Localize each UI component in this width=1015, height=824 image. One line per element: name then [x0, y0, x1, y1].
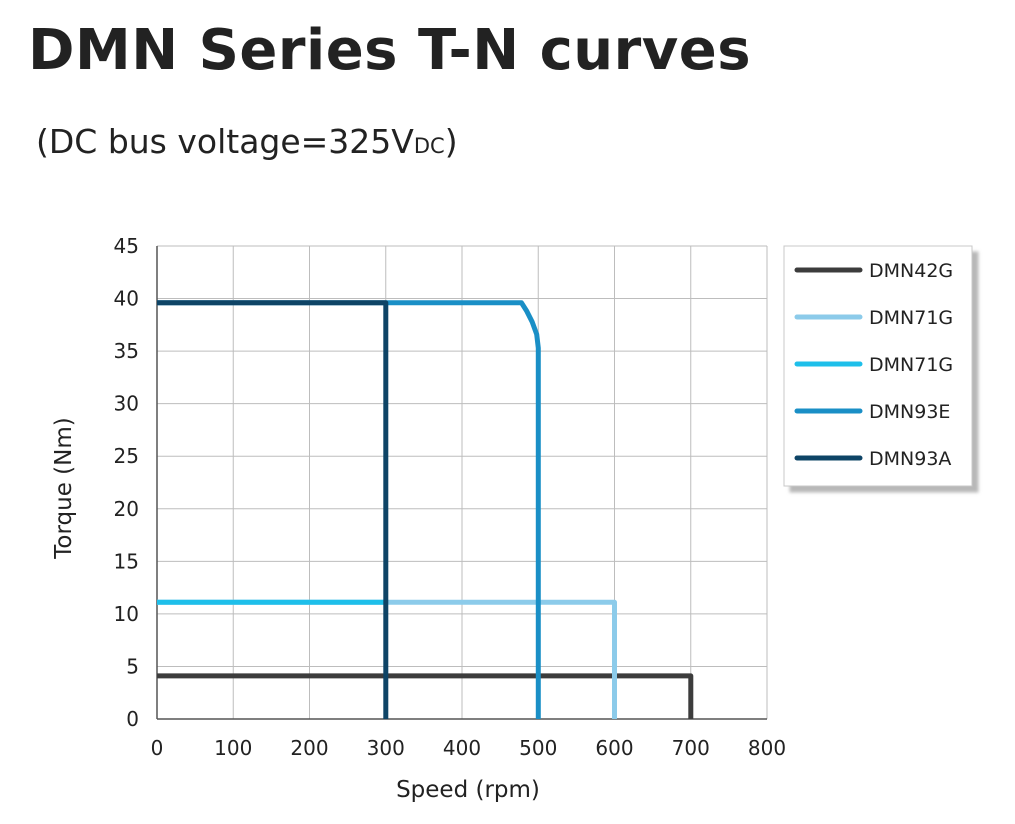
subtitle-subscript: DC	[413, 134, 445, 158]
legend-label-4: DMN93E	[869, 401, 950, 423]
series-line-4	[157, 300, 541, 719]
y-tick-label-40: 40	[114, 287, 139, 311]
chart-subtitle: (DC bus voltage=325VDC)	[36, 122, 458, 161]
y-tick-label-5: 5	[126, 654, 139, 678]
subtitle-suffix: )	[444, 122, 458, 161]
x-axis-title: Speed (rpm)	[396, 777, 540, 803]
y-tick-label-20: 20	[114, 497, 139, 521]
tick-labels: 0 100 200 300 400 500 600 700 800 0 5 10 15 20 25 30 35 4…	[114, 234, 787, 760]
legend-label-3: DMN71G	[869, 354, 953, 376]
y-axis-title: Torque (Nm)	[51, 417, 77, 559]
y-tick-label-10: 10	[114, 602, 139, 626]
y-tick-label-35: 35	[114, 339, 139, 363]
x-tick-label-300: 300	[367, 736, 405, 760]
series-line-5	[157, 300, 389, 719]
x-tick-label-100: 100	[214, 736, 252, 760]
legend-label-5: DMN93A	[869, 448, 951, 470]
x-tick-label-500: 500	[519, 736, 557, 760]
legend: DMN42G DMN71G DMN71G DMN93E DMN93A	[783, 245, 973, 487]
x-tick-label-0: 0	[151, 736, 164, 760]
x-tick-label-200: 200	[290, 736, 328, 760]
series-group	[157, 300, 694, 719]
legend-label-2: DMN71G	[869, 307, 953, 329]
chart-title: DMN Series T-N curves	[28, 18, 752, 83]
legend-label-1: DMN42G	[869, 260, 953, 282]
grid	[156, 245, 768, 720]
subtitle-prefix: (DC bus voltage=325V	[36, 122, 414, 161]
x-tick-label-400: 400	[443, 736, 481, 760]
x-tick-label-700: 700	[672, 736, 710, 760]
y-tick-label-25: 25	[114, 444, 139, 468]
y-tick-label-0: 0	[126, 707, 139, 731]
y-tick-label-30: 30	[114, 392, 139, 416]
x-tick-label-800: 800	[748, 736, 786, 760]
x-tick-label-600: 600	[595, 736, 633, 760]
y-tick-label-15: 15	[114, 549, 139, 573]
axes	[156, 246, 767, 720]
y-tick-label-45: 45	[114, 234, 139, 258]
series-line-1	[157, 673, 694, 719]
